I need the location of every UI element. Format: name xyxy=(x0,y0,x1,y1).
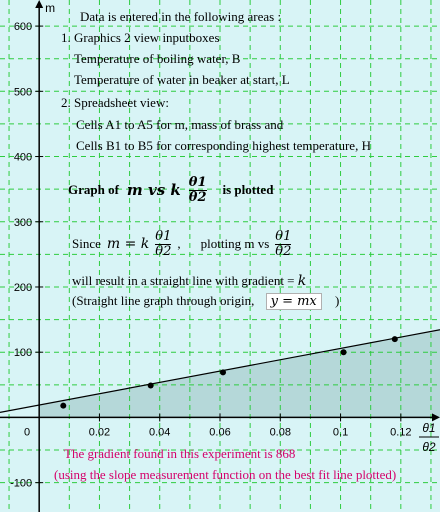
graph-of-caption: Graph of m vs k θ1 θ2 is plotted xyxy=(68,176,273,204)
y-axis-arrow xyxy=(35,0,44,8)
since-word: Since xyxy=(72,236,101,252)
x-axis-arrow xyxy=(432,413,440,422)
y-tick-label: 300 xyxy=(14,217,32,229)
info-item2-line2: Cells B1 to B5 for corresponding highest… xyxy=(76,138,371,153)
result-line-2: (using the slope measurement function on… xyxy=(54,467,397,482)
x-tick-label: 0.04 xyxy=(149,426,170,438)
graph-of-prefix: Graph of xyxy=(68,182,119,198)
x-tick-label: 0.12 xyxy=(390,426,411,438)
y-tick-label: 200 xyxy=(14,282,32,294)
y-axis-label: m xyxy=(45,1,55,15)
since-statement: Since m = k θ1 θ2 , plotting m vs θ1 θ2 xyxy=(72,229,292,259)
plotting-frac-den: θ2 xyxy=(275,243,292,259)
origin-label: 0 xyxy=(24,426,30,438)
gradient-text: will result in a straight line with grad… xyxy=(72,273,295,288)
data-point[interactable] xyxy=(147,382,154,389)
y-tick-label: 100 xyxy=(14,347,32,359)
plotting-frac-num: θ1 xyxy=(275,229,292,244)
since-frac-den: θ2 xyxy=(155,243,172,259)
graph-of-suffix: is plotted xyxy=(222,182,274,198)
data-point[interactable] xyxy=(340,349,347,356)
since-comma: , xyxy=(177,236,181,252)
formula-box: y = mx xyxy=(265,293,322,310)
y-tick-label: 600 xyxy=(14,21,32,33)
info-item2-title: 2. Spreadsheet view: xyxy=(61,95,169,110)
x-tick-label: 0.1 xyxy=(333,426,348,438)
best-fit-line[interactable] xyxy=(0,329,440,413)
origin-close: ) xyxy=(335,293,340,308)
data-point[interactable] xyxy=(391,336,398,343)
plotting-fraction: θ1 θ2 xyxy=(275,229,292,259)
since-lhs: m = k xyxy=(106,236,150,253)
since-plotting: plotting m vs xyxy=(200,236,270,252)
x-axis-label-denominator: θ2 xyxy=(422,440,436,454)
info-item2-line1: Cells A1 to A5 for m, mass of brass and xyxy=(76,117,284,132)
since-frac-num: θ1 xyxy=(155,229,172,244)
y-tick-label: 500 xyxy=(14,86,32,98)
origin-statement: (Straight line graph through origin, y =… xyxy=(72,293,339,310)
x-tick-label: 0.06 xyxy=(209,426,230,438)
x-tick-label: 0.08 xyxy=(270,426,291,438)
x-axis-label-numerator: θ1 xyxy=(422,421,435,435)
origin-text: (Straight line graph through origin, xyxy=(72,293,255,308)
fraction-bar xyxy=(275,243,292,245)
data-point[interactable] xyxy=(220,369,227,376)
fraction-bar xyxy=(188,189,207,191)
info-item1-line1: Temperature of boiling water, B xyxy=(74,51,241,66)
info-item1-line2: Temperature of water in beaker at start,… xyxy=(74,72,290,87)
graph-of-frac-den: θ2 xyxy=(188,189,207,205)
info-heading: Data is entered in the following areas : xyxy=(80,9,282,24)
area-under-line xyxy=(39,329,440,418)
result-line-1: The gradient found in this experiment is… xyxy=(64,446,296,461)
info-item1-title: 1. Graphics 2 view inputboxes xyxy=(61,30,220,45)
y-tick-label: -100 xyxy=(10,478,32,490)
graph-of-expression: m vs k xyxy=(126,181,181,200)
data-point[interactable] xyxy=(60,402,67,409)
gradient-k: k xyxy=(297,273,307,289)
fraction-bar xyxy=(155,243,172,245)
gradient-statement: will result in a straight line with grad… xyxy=(72,273,306,289)
x-tick-label: 0.02 xyxy=(89,426,110,438)
y-tick-label: 400 xyxy=(14,152,32,164)
graph-of-fraction: θ1 θ2 xyxy=(188,175,207,205)
since-fraction: θ1 θ2 xyxy=(155,229,172,259)
graph-of-frac-num: θ1 xyxy=(188,175,207,190)
